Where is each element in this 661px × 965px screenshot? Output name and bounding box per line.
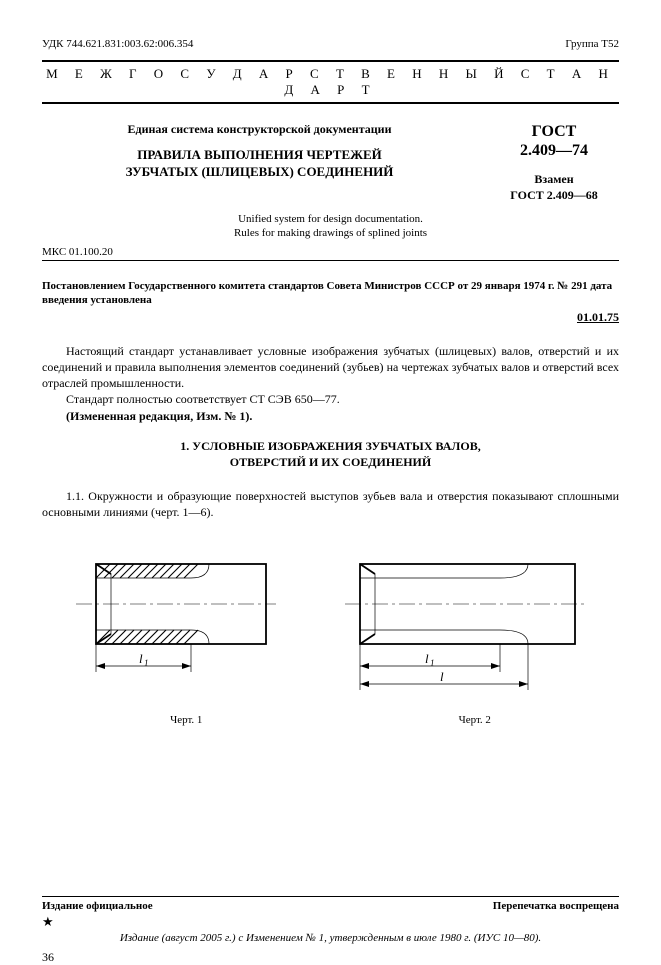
figure-captions: Черт. 1 Черт. 2	[42, 714, 619, 726]
decree-text: Постановлением Государственного комитета…	[42, 279, 619, 308]
para-2: Стандарт полностью соответствует СТ СЭВ …	[42, 391, 619, 407]
gost-number: ГОСТ 2.409—74	[489, 122, 619, 160]
system-title: Единая система конструкторской документа…	[42, 122, 477, 137]
edition-note: Издание (август 2005 г.) с Изменением № …	[42, 932, 619, 944]
svg-text:l: l	[440, 669, 444, 684]
header-right: ГОСТ 2.409—74 Взамен ГОСТ 2.409—68	[489, 122, 619, 204]
svg-text:1: 1	[430, 658, 435, 668]
page-number: 36	[42, 950, 619, 965]
header-block: Единая система конструкторской документа…	[42, 122, 619, 204]
english-title: Unified system for design documentation.…	[42, 212, 619, 241]
section-heading: 1. УСЛОВНЫЕ ИЗОБРАЖЕНИЯ ЗУБЧАТЫХ ВАЛОВ, …	[42, 438, 619, 470]
star-mark: ★	[42, 914, 619, 930]
top-line: УДК 744.621.831:003.62:006.354 Группа Т5…	[42, 38, 619, 50]
svg-text:1: 1	[144, 658, 149, 668]
body-text: Настоящий стандарт устанавливает условны…	[42, 343, 619, 424]
reprint-forbidden: Перепечатка воспрещена	[493, 900, 619, 912]
doc-title-1: ПРАВИЛА ВЫПОЛНЕНИЯ ЧЕРТЕЖЕЙ	[42, 147, 477, 164]
mks-code: МКС 01.100.20	[42, 246, 619, 261]
standard-banner: М Е Ж Г О С У Д А Р С Т В Е Н Н Ы Й С Т …	[42, 60, 619, 104]
clause-1-1: 1.1. Окружности и образующие поверхносте…	[42, 488, 619, 520]
group-code: Группа Т52	[565, 38, 619, 50]
para-3: (Измененная редакция, Изм. № 1).	[42, 408, 619, 424]
figure-2: l 1 l	[340, 544, 590, 704]
header-left: Единая система конструкторской документа…	[42, 122, 489, 204]
udk-code: УДК 744.621.831:003.62:006.354	[42, 38, 193, 50]
svg-text:l: l	[425, 651, 429, 666]
caption-1: Черт. 1	[170, 714, 202, 726]
standard-page: УДК 744.621.831:003.62:006.354 Группа Т5…	[0, 0, 661, 936]
para-1: Настоящий стандарт устанавливает условны…	[42, 343, 619, 392]
caption-2: Черт. 2	[459, 714, 491, 726]
footer-line: Издание официальное Перепечатка воспреще…	[42, 896, 619, 912]
figures-row: l 1 l 1	[42, 544, 619, 704]
supersedes: Взамен ГОСТ 2.409—68	[489, 172, 619, 203]
intro-date: 01.01.75	[42, 310, 619, 325]
svg-text:l: l	[139, 651, 143, 666]
official-edition: Издание официальное	[42, 900, 153, 912]
doc-title-2: ЗУБЧАТЫХ (ШЛИЦЕВЫХ) СОЕДИНЕНИЙ	[42, 164, 477, 181]
figure-1: l 1	[71, 544, 281, 704]
